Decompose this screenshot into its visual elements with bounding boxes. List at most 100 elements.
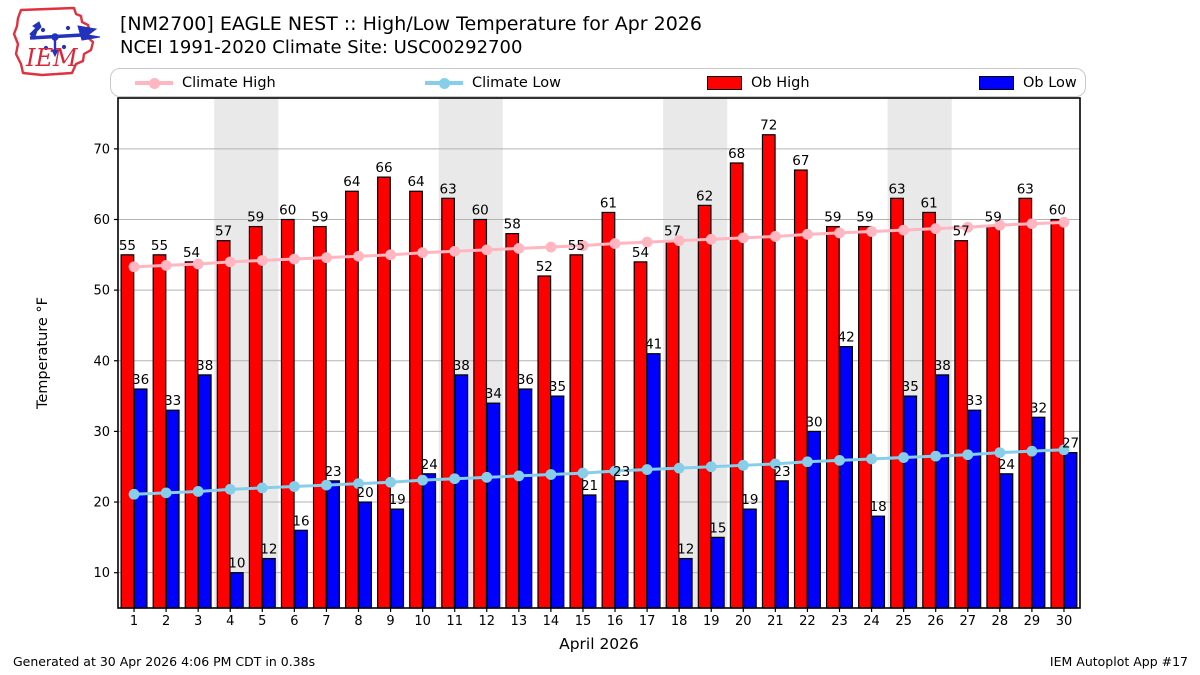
ob-high-bar [280,218,295,609]
ob-high-bar [377,176,391,609]
ob-low-value-label: 33 [164,393,181,409]
ob-low-value-label: 16 [292,513,309,529]
ob-high-bar [312,225,327,609]
ob-high-value-label: 60 [1049,202,1066,218]
x-tick-label: 10 [414,614,431,629]
ob-low-bar [486,402,501,609]
climate-high-marker [256,255,268,266]
ob-low-bar [1031,416,1046,609]
ob-low-value-label: 27 [1062,436,1079,452]
x-tick-label: 22 [799,614,816,629]
ob-high-bar [120,254,135,609]
ob-high-bar [954,240,969,609]
ob-high-bar [697,204,712,609]
x-tick-label: 11 [446,614,463,629]
climate-low-marker [866,453,877,465]
ob-high-value-label: 54 [183,245,200,261]
x-tick-label: 18 [671,614,688,629]
iowa-outline [12,6,95,77]
climate-low-marker [385,476,396,488]
ob-low-bar [582,494,597,609]
x-tick-label: 12 [478,614,495,629]
y-tick-label: 60 [93,213,110,228]
climate-high-marker [737,232,749,244]
climate-low-marker [481,471,493,483]
legend-label: Climate Low [472,74,561,91]
ob-low-value-label: 24 [998,457,1015,473]
climate-low-marker [802,456,813,468]
x-tick-label: 25 [895,614,912,629]
climate-low-marker [545,469,557,480]
ob-low-value-label: 36 [132,372,149,388]
ob-low-value-label: 36 [517,372,534,388]
x-tick-label: 14 [543,614,560,629]
climate-low-marker [256,482,268,494]
ob-low-bar [550,395,565,609]
x-tick-label: 19 [703,614,720,629]
ob-low-value-label: 38 [453,358,470,374]
climate-high-marker [898,224,910,236]
x-tick-label: 1 [130,614,138,629]
ob-low-value-label: 42 [838,330,855,346]
legend-item-climate-high: Climate High [135,69,276,96]
ob-high-value-label: 66 [375,160,392,176]
ob-low-value-label: 38 [196,358,213,374]
climate-high-marker [577,240,589,252]
climate-high-marker [417,247,429,259]
ob-low-value-label: 23 [613,464,630,480]
ob-high-value-label: 60 [279,202,296,218]
climate-low-marker [737,459,749,471]
ob-high-value-label: 61 [600,195,617,211]
ob-low-value-label: 32 [1030,400,1047,416]
y-axis-label: Temperature °F [35,297,51,410]
climate-low-marker [769,458,781,470]
ob-low-value-label: 35 [549,379,566,395]
ob-high-bar [1050,218,1065,609]
climate-high-marker [128,261,140,273]
climate-low-marker [834,454,845,466]
climate-low-marker [962,449,974,461]
climate-low-marker [898,452,910,463]
x-tick-label: 30 [1056,614,1073,629]
weather-vane-icon [29,21,101,58]
ob-low-value-label: 30 [805,414,822,430]
x-tick-label: 28 [992,614,1009,629]
ob-low-value-label: 19 [389,492,406,508]
ob-low-value-label: 38 [934,358,951,374]
ob-low-bar [614,480,629,609]
ob-high-value-label: 59 [824,210,841,226]
ob-low-bar [454,374,469,609]
climate-low-marker [449,473,461,485]
ob-high-value-label: 55 [568,238,585,254]
ob-low-patch-icon [979,75,1014,90]
y-tick-label: 50 [93,284,110,299]
climate-high-marker [224,256,236,268]
ob-low-bar [326,480,340,609]
x-tick-label: 3 [194,614,202,629]
ob-high-bar [152,254,167,609]
x-tick-label: 4 [226,614,234,629]
ob-high-value-label: 64 [343,174,360,190]
ob-high-value-label: 67 [792,153,809,169]
x-tick-label: 15 [575,614,592,629]
climate-high-marker [192,258,204,270]
ob-high-bar [601,211,616,609]
ob-low-bar [646,353,661,609]
ob-low-bar [262,557,276,609]
climate-high-marker [1058,216,1070,228]
ob-low-value-label: 23 [324,464,341,480]
climate-low-marker [513,470,525,482]
climate-low-line-icon [425,76,463,90]
plot-frame [117,97,1081,609]
ob-high-value-label: 57 [664,224,681,240]
climate-low-marker [1058,444,1070,456]
ob-high-bar [505,233,520,609]
ob-high-bar [922,211,936,609]
climate-high-marker [962,221,974,233]
y-tick-label: 10 [93,566,110,581]
climate-high-marker [353,250,364,262]
ob-low-value-label: 15 [709,520,726,536]
x-tick-label: 21 [767,614,784,629]
ob-low-value-label: 33 [966,393,983,409]
